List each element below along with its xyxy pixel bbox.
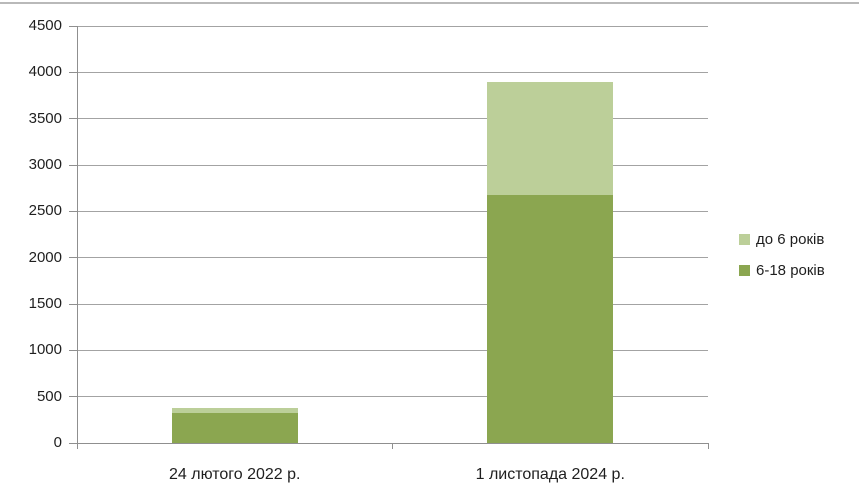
- bar-segment: [171, 413, 298, 443]
- y-axis-tick: [69, 303, 77, 305]
- y-axis-tick-label: 2000: [28, 248, 62, 266]
- x-axis-tick: [707, 443, 709, 449]
- y-axis-tick-label: 4500: [28, 17, 62, 34]
- y-axis-tick: [69, 118, 77, 120]
- legend-label: до 6 років: [756, 230, 825, 248]
- y-axis-tick-label: 3000: [28, 156, 62, 173]
- legend-item: до 6 років: [739, 229, 824, 249]
- y-axis-tick-label: 3500: [28, 109, 62, 127]
- bar-segment: [487, 194, 614, 443]
- gridline: [77, 396, 708, 398]
- y-axis-tick: [69, 442, 77, 444]
- y-axis-tick-label: 1500: [28, 295, 62, 312]
- y-axis-tick: [69, 164, 77, 166]
- chart-area-top-border: [0, 2, 859, 4]
- bar-segment: [487, 81, 614, 195]
- y-axis-tick: [69, 257, 77, 259]
- gridline: [77, 118, 708, 120]
- legend-swatch: [739, 264, 750, 276]
- gridline: [77, 25, 708, 27]
- y-axis-tick-label: 1000: [28, 341, 62, 359]
- gridline: [77, 164, 708, 166]
- y-axis-line: [76, 26, 78, 443]
- y-axis-tick: [69, 396, 77, 398]
- gridline: [77, 303, 708, 305]
- y-axis-tick: [69, 71, 77, 73]
- gridline: [77, 349, 708, 351]
- y-axis-tick-label: 4000: [28, 63, 62, 81]
- y-axis-tick: [69, 210, 77, 212]
- y-axis-tick: [69, 349, 77, 351]
- bar-segment: [171, 407, 298, 414]
- x-axis-tick: [76, 443, 78, 449]
- x-axis-category-label: 24 лютого 2022 р.: [169, 466, 301, 483]
- y-axis-tick-label: 2500: [28, 202, 62, 220]
- y-axis-tick-label: 0: [53, 434, 62, 451]
- legend-swatch: [739, 233, 750, 245]
- y-axis-tick: [69, 25, 77, 27]
- gridline: [77, 210, 708, 212]
- x-axis-category-label: 1 листопада 2024 р.: [475, 466, 625, 483]
- gridline: [77, 71, 708, 73]
- y-axis-tick-label: 500: [36, 387, 62, 405]
- x-axis-tick: [392, 443, 393, 449]
- legend-item: 6-18 років: [739, 260, 825, 280]
- gridline: [77, 257, 708, 259]
- legend-label: 6-18 років: [756, 261, 825, 279]
